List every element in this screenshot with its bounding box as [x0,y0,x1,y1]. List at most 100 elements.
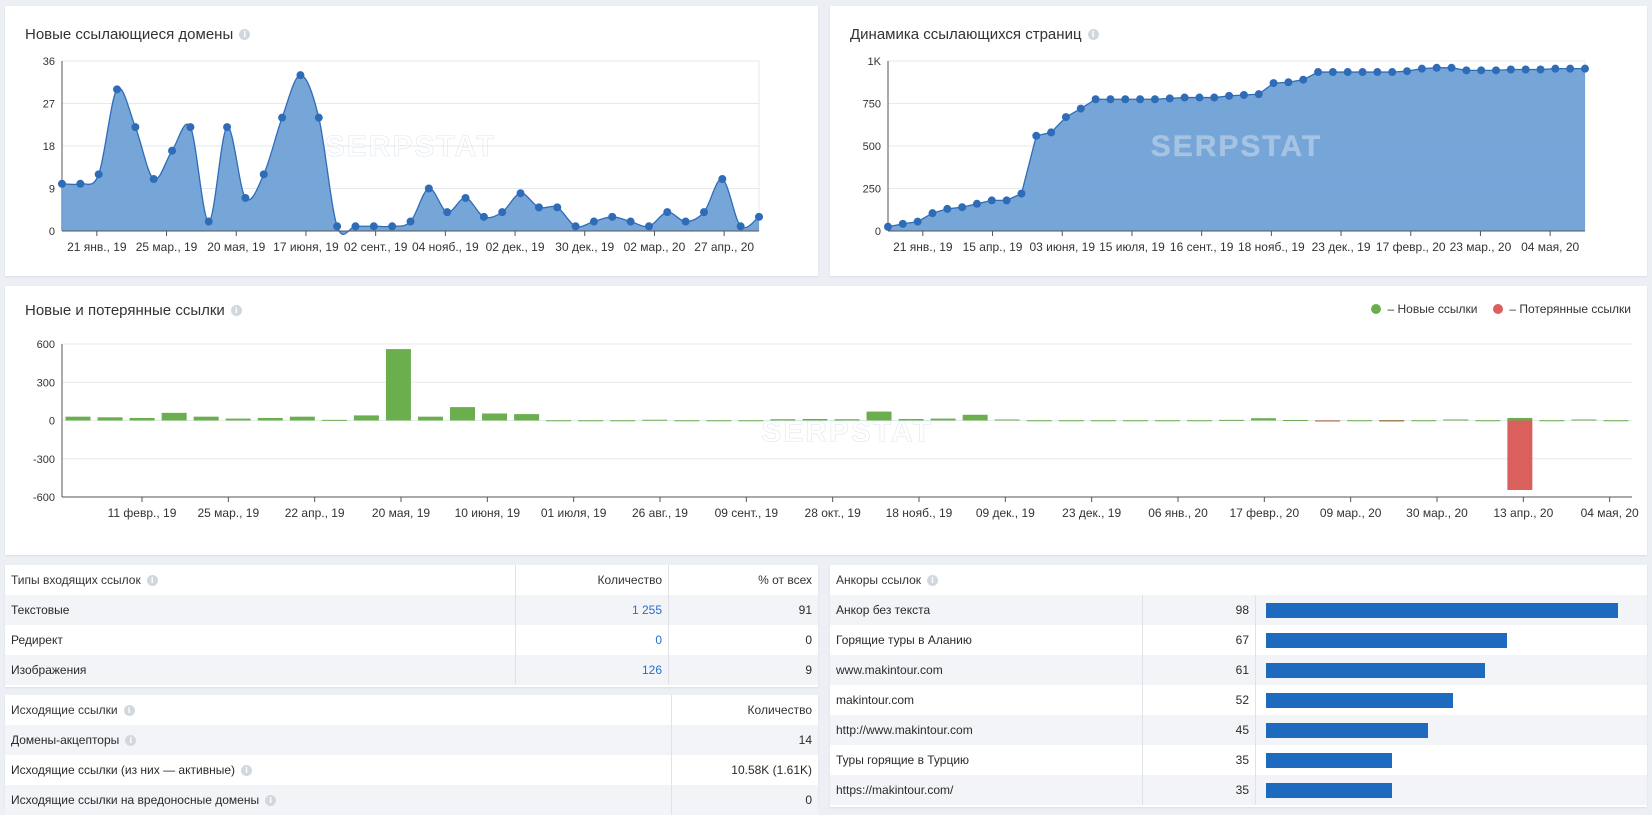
lost-links-bar [1379,420,1405,422]
data-point [943,204,952,213]
table-header-row: Типы входящих ссылок i Количество % от вс… [5,565,818,595]
table-row: Текстовые 1 255 91 [5,595,818,625]
info-icon[interactable]: i [125,734,137,746]
serpstat-watermark: SERPSTAT [325,130,497,163]
new-links-bar [161,412,187,421]
link-types-panel: Типы входящих ссылок i Количество % от вс… [5,565,818,687]
new-links-bar [385,349,411,421]
row-label: Редирект [5,625,516,655]
new-lost-chart[interactable]: 600 300 0 -300 -600 SERPSTAT 11 февр., 19 25 ма… [5,286,1647,555]
row-count-link[interactable]: 0 [515,625,669,655]
anchor-label: http://www.makintour.com [830,715,1143,745]
y-tick-label: -600 [33,492,55,504]
data-point [928,209,937,218]
x-tick-label: 30 дек., 19 [555,240,614,254]
row-label: Домены-акцепторы i [5,725,672,755]
table-row: Изображения 126 9 [5,655,818,685]
data-point [571,222,580,231]
anchor-bar [1266,752,1392,768]
row-count-link[interactable]: 126 [515,655,669,685]
column-header-percent[interactable]: % от всех [758,573,812,587]
data-point [1254,90,1263,99]
table-row: Редирект 0 0 [5,625,818,655]
data-point [296,71,305,80]
data-point [736,222,745,231]
new-links-bar [97,417,123,421]
row-percent: 91 [668,595,818,625]
x-tick-label: 02 мар., 20 [624,240,686,254]
legend-lost-links[interactable]: – Потерянные ссылки [1493,302,1631,316]
new-links-bar [1475,420,1501,422]
new-links-bar [898,418,924,421]
new-lost-title: Новые и потерянные ссылки i [25,302,242,319]
table-header-row: Анкоры ссылок i [830,565,1647,595]
data-point [1136,95,1145,104]
new-links-bar [257,417,283,421]
link-types-table: Типы входящих ссылок i Количество % от вс… [5,565,818,685]
legend-new-links[interactable]: – Новые ссылки [1371,302,1477,316]
data-point [278,113,287,122]
info-icon[interactable]: i [241,764,252,776]
data-point [498,208,507,217]
y-tick-label: 27 [43,99,55,111]
column-header-count[interactable]: Количество [515,565,669,595]
new-links-bar [193,416,219,421]
anchor-count: 35 [1142,775,1256,805]
x-tick-label: 23 дек., 19 [1062,506,1121,520]
data-point [1462,66,1471,75]
data-point [663,208,672,217]
x-tick-label: 30 мар., 20 [1406,506,1468,520]
data-point [1521,65,1530,74]
row-label: Изображения [5,655,516,685]
data-point [204,217,213,226]
data-point [1299,75,1308,84]
new-links-bar [321,419,347,421]
x-tick-label: 27 апр., 20 [694,240,754,254]
info-icon[interactable]: i [146,574,158,586]
row-label: Исходящие ссылки (из них — активные) i [5,755,672,785]
data-point [718,175,727,184]
data-point [1091,95,1100,104]
info-icon[interactable]: i [230,305,242,316]
area-fill [888,67,1585,231]
row-label: Исходящие ссылки на вредоносные домены i [5,785,672,815]
anchor-label: https://makintour.com/ [830,775,1143,805]
data-point [1195,93,1204,102]
new-links-bar [578,420,604,422]
data-point [333,222,342,231]
lost-links-dot-icon [1493,304,1504,314]
x-tick-label: 11 февр., 19 [108,506,177,520]
pages-dynamics-chart[interactable]: 0 250 500 750 1K SERPSTAT 21 янв., 19 15 апр., … [830,6,1647,276]
info-icon[interactable]: i [1087,29,1099,40]
info-icon[interactable]: i [265,794,277,806]
data-point [1492,66,1501,75]
new-links-bar [353,415,379,421]
data-point [131,123,140,132]
anchor-label: Анкор без текста [830,595,1143,625]
data-point [76,179,85,188]
y-tick-label: 18 [43,141,55,153]
x-tick-label: 26 авг., 19 [632,506,688,520]
info-icon[interactable]: i [239,29,251,40]
info-icon[interactable]: i [927,574,939,586]
new-domains-title-text: Новые ссылающиеся домены [25,26,234,43]
data-point [1506,65,1515,74]
anchor-count: 67 [1142,625,1256,655]
column-header-count[interactable]: Количество [747,703,812,717]
new-domains-chart[interactable]: 0 9 18 27 36 SERPSTAT 21 янв., 19 25 мар., 19 20… [5,6,818,276]
series-line [61,74,760,235]
y-tick-label: -300 [33,454,55,466]
y-tick-label: 9 [49,184,55,196]
x-tick-label: 15 апр., 19 [963,240,1023,254]
data-point [699,208,708,217]
new-links-bar [1347,420,1373,422]
data-point [149,175,158,184]
info-icon[interactable]: i [123,704,135,716]
lost-links-bar [1315,420,1341,422]
data-point [1328,68,1337,77]
data-point [1403,67,1412,76]
data-point [1581,64,1589,73]
data-point [1551,64,1560,73]
row-count-link[interactable]: 1 255 [515,595,669,625]
new-links-bar [482,413,508,421]
